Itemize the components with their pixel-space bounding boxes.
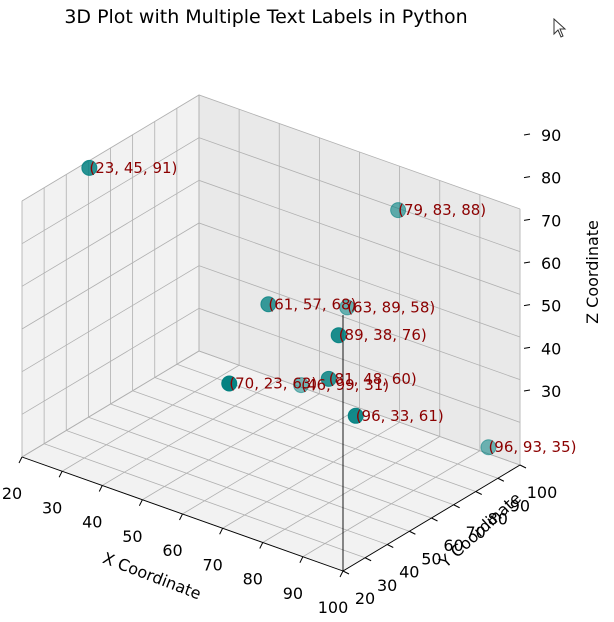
- x-tick-mark: [98, 485, 103, 492]
- y-tick-mark: [497, 477, 505, 482]
- z-gridline: [21, 94, 521, 210]
- point-label: (23, 45, 91): [89, 159, 177, 177]
- data-point: [330, 327, 347, 344]
- z-axis-label: Z Coordinate: [583, 220, 602, 324]
- z-tick-mark: [523, 389, 531, 392]
- z-tick-label: 90: [541, 126, 561, 145]
- z-tick-label: 50: [541, 297, 561, 316]
- z-gridline: [21, 137, 521, 253]
- x-tick-mark: [18, 456, 23, 464]
- z-gridline: [21, 350, 521, 466]
- mouse-pointer-icon: [553, 18, 567, 38]
- z-tick-mark: [523, 346, 531, 349]
- x-tick-label: 90: [283, 584, 303, 603]
- x-tick-label: 20: [2, 484, 22, 503]
- y-tick-label: 70: [465, 523, 485, 542]
- x-tick-mark: [58, 471, 63, 478]
- x-tick-label: 100: [318, 598, 349, 617]
- y-tick-mark: [431, 517, 438, 522]
- data-point: [320, 370, 337, 387]
- x-tick-mark: [138, 499, 143, 506]
- x-tick-label: 50: [122, 527, 142, 546]
- z-tick-mark: [523, 261, 531, 264]
- y-tick-label: 20: [355, 589, 375, 608]
- data-point: [480, 439, 497, 456]
- data-point: [339, 299, 356, 316]
- y-tick-mark: [475, 491, 482, 495]
- z-tick-mark: [523, 133, 531, 136]
- z-gridline: [21, 222, 521, 338]
- z-gridline: [21, 179, 521, 295]
- data-point: [260, 296, 277, 313]
- data-points: [81, 159, 497, 456]
- x-tick-mark: [259, 542, 264, 549]
- x-tick-mark: [179, 513, 183, 521]
- y-tick-mark: [453, 504, 460, 509]
- point-label: (89, 38, 76): [339, 326, 427, 344]
- z-gridline: [21, 307, 521, 423]
- grid-lines: [21, 94, 521, 572]
- y-tick-label: 50: [421, 549, 441, 568]
- data-point: [293, 377, 310, 394]
- x-tick-mark: [219, 528, 224, 535]
- x-axis-label: X Coordinate: [100, 548, 204, 603]
- chart-title: 3D Plot with Multiple Text Labels in Pyt…: [64, 6, 467, 28]
- y-tick-mark: [364, 557, 372, 562]
- y-tick-label: 80: [488, 510, 508, 529]
- y-tick-mark: [342, 570, 350, 575]
- data-point: [221, 375, 238, 392]
- data-point: [81, 159, 98, 176]
- z-tick-label: 70: [541, 211, 561, 230]
- y-tick-label: 100: [527, 483, 558, 502]
- y-tick-mark: [387, 544, 394, 548]
- z-tick-label: 30: [541, 382, 561, 401]
- y-tick-label: 40: [399, 563, 419, 582]
- y-tick-mark: [409, 530, 416, 535]
- point-label: (61, 57, 68): [268, 295, 356, 313]
- point-label: (96, 93, 35): [488, 438, 576, 456]
- z-tick-label: 40: [541, 339, 561, 358]
- point-label: (96, 33, 61): [356, 407, 444, 425]
- z-tick-label: 80: [541, 169, 561, 188]
- point-label: (63, 89, 58): [347, 298, 435, 316]
- x-tick-label: 40: [82, 513, 102, 532]
- x-tick-mark: [299, 556, 304, 563]
- point-label: (81, 48, 60): [329, 370, 417, 388]
- point-label: (46, 99, 31): [301, 376, 389, 394]
- z-tick-mark: [523, 176, 531, 179]
- x-tick-mark: [339, 570, 344, 578]
- data-point: [390, 202, 407, 219]
- z-tick-mark: [523, 304, 531, 307]
- point-label: (79, 83, 88): [398, 201, 486, 219]
- y-tick-mark: [519, 464, 527, 469]
- x-tick-label: 80: [243, 570, 263, 589]
- data-point: [347, 407, 364, 424]
- point-label: (70, 23, 63): [229, 374, 317, 392]
- z-tick-label: 60: [541, 254, 561, 273]
- y-tick-label: 90: [510, 496, 530, 515]
- point-labels: (23, 45, 91) (79, 83, 88) (63, 89, 58)(61,…: [89, 159, 576, 456]
- x-tick-label: 70: [202, 555, 222, 574]
- x-tick-label: 60: [162, 541, 182, 560]
- x-tick-label: 30: [42, 498, 62, 517]
- z-tick-mark: [523, 218, 531, 221]
- y-tick-label: 60: [443, 536, 463, 555]
- z-gridline: [21, 265, 521, 381]
- y-tick-label: 30: [377, 576, 397, 595]
